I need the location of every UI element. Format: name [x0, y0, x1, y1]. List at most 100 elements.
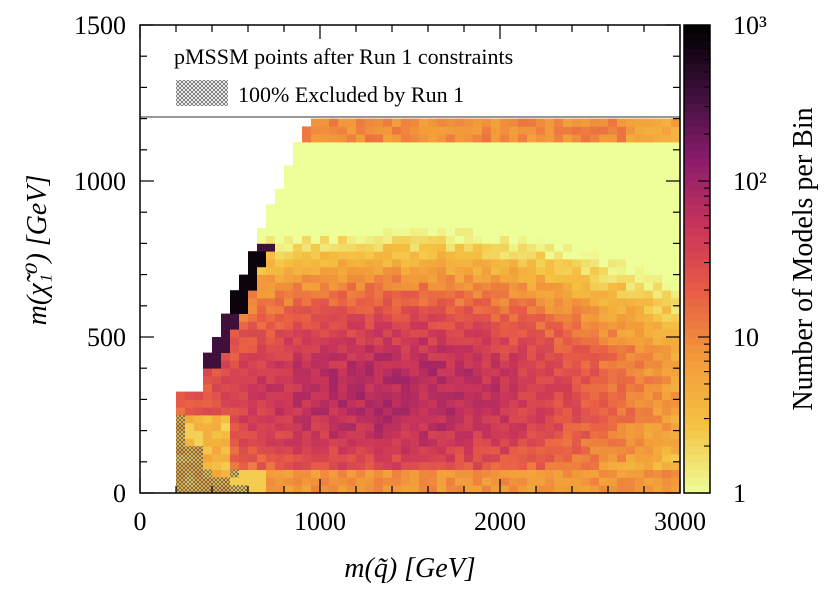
heatmap-cell	[428, 344, 438, 353]
heatmap-cell	[311, 126, 321, 135]
heatmap-cell	[581, 204, 591, 213]
heatmap-cell	[473, 251, 483, 260]
heatmap-cell	[203, 461, 213, 470]
heatmap-cell	[374, 134, 384, 143]
heatmap-cell	[356, 368, 366, 377]
heatmap-cell	[275, 220, 285, 229]
heatmap-cell	[500, 290, 510, 299]
heatmap-cell	[653, 181, 663, 190]
heatmap-cell	[275, 259, 285, 268]
heatmap-cell	[284, 368, 294, 377]
heatmap-cell	[266, 415, 276, 424]
heatmap-cell	[374, 469, 384, 478]
heatmap-cell	[581, 181, 591, 190]
heatmap-cell	[509, 235, 519, 244]
heatmap-cell	[662, 142, 672, 151]
heatmap-cell	[446, 383, 456, 392]
heatmap-cell	[374, 173, 384, 182]
heatmap-cell	[293, 305, 303, 314]
heatmap-cell	[527, 290, 537, 299]
heatmap-cell	[356, 446, 366, 455]
heatmap-cell	[293, 282, 303, 291]
heatmap-cell	[473, 313, 483, 322]
heatmap-cell	[545, 329, 555, 338]
heatmap-cell	[590, 446, 600, 455]
heatmap-cell	[203, 352, 213, 361]
heatmap-cell	[554, 165, 564, 174]
colorbar-segment	[684, 407, 710, 416]
heatmap-cell	[302, 243, 312, 252]
heatmap-cell	[356, 235, 366, 244]
heatmap-cell	[410, 212, 420, 221]
heatmap-cell	[572, 352, 582, 361]
heatmap-cell	[392, 251, 402, 260]
heatmap-cell	[410, 352, 420, 361]
heatmap-cell	[437, 376, 447, 385]
heatmap-cell	[590, 142, 600, 151]
heatmap-cell	[662, 126, 672, 135]
heatmap-cell	[608, 305, 618, 314]
heatmap-cell	[275, 415, 285, 424]
heatmap-cell	[590, 415, 600, 424]
heatmap-cell	[572, 220, 582, 229]
heatmap-cell	[239, 461, 249, 470]
heatmap-cell	[230, 368, 240, 377]
heatmap-cell	[644, 415, 654, 424]
heatmap-cell	[329, 344, 339, 353]
x-tick-label: 0	[134, 507, 147, 536]
heatmap-cell	[257, 438, 267, 447]
heatmap-cell	[518, 415, 528, 424]
heatmap-cell	[392, 235, 402, 244]
heatmap-cell	[644, 461, 654, 470]
heatmap-cell	[464, 181, 474, 190]
excluded-hatch-cell	[203, 477, 212, 486]
colorbar-segment	[684, 134, 710, 143]
heatmap-cell	[275, 454, 285, 463]
heatmap-cell	[662, 149, 672, 158]
heatmap-cell	[221, 383, 231, 392]
heatmap-cell	[374, 126, 384, 135]
excluded-hatch-cell	[194, 485, 203, 493]
heatmap-cell	[401, 165, 411, 174]
heatmap-cell	[491, 454, 501, 463]
heatmap-cell	[572, 126, 582, 135]
heatmap-cell	[356, 173, 366, 182]
heatmap-cell	[581, 290, 591, 299]
heatmap-cell	[482, 368, 492, 377]
heatmap-cell	[491, 181, 501, 190]
heatmap-cell	[518, 235, 528, 244]
heatmap-cell	[653, 290, 663, 299]
heatmap-cell	[212, 376, 222, 385]
heatmap-cell	[518, 446, 528, 455]
heatmap-cell	[455, 415, 465, 424]
heatmap-cell	[257, 282, 267, 291]
heatmap-cell	[347, 204, 357, 213]
heatmap-cell	[608, 188, 618, 197]
heatmap-cell	[392, 243, 402, 252]
heatmap-cell	[275, 485, 285, 494]
heatmap-cell	[437, 266, 447, 275]
heatmap-cell	[383, 344, 393, 353]
heatmap-cell	[320, 173, 330, 182]
heatmap-cell	[428, 235, 438, 244]
heatmap-cell	[590, 422, 600, 431]
heatmap-cell	[374, 290, 384, 299]
heatmap-cell	[401, 321, 411, 330]
heatmap-cell	[500, 142, 510, 151]
heatmap-cell	[536, 360, 546, 369]
heatmap-cell	[284, 383, 294, 392]
heatmap-cell	[590, 181, 600, 190]
heatmap-cell	[581, 165, 591, 174]
heatmap-cell	[329, 290, 339, 299]
heatmap-cell	[590, 118, 600, 127]
heatmap-cell	[608, 243, 618, 252]
heatmap-cell	[293, 204, 303, 213]
heatmap-cell	[410, 181, 420, 190]
heatmap-cell	[248, 259, 258, 268]
x-tick-labels: 0 1000 2000 3000	[134, 507, 707, 536]
heatmap-cell	[473, 196, 483, 205]
heatmap-cell	[644, 126, 654, 135]
heatmap-cell	[671, 298, 681, 307]
heatmap-cell	[626, 181, 636, 190]
heatmap-cell	[437, 438, 447, 447]
